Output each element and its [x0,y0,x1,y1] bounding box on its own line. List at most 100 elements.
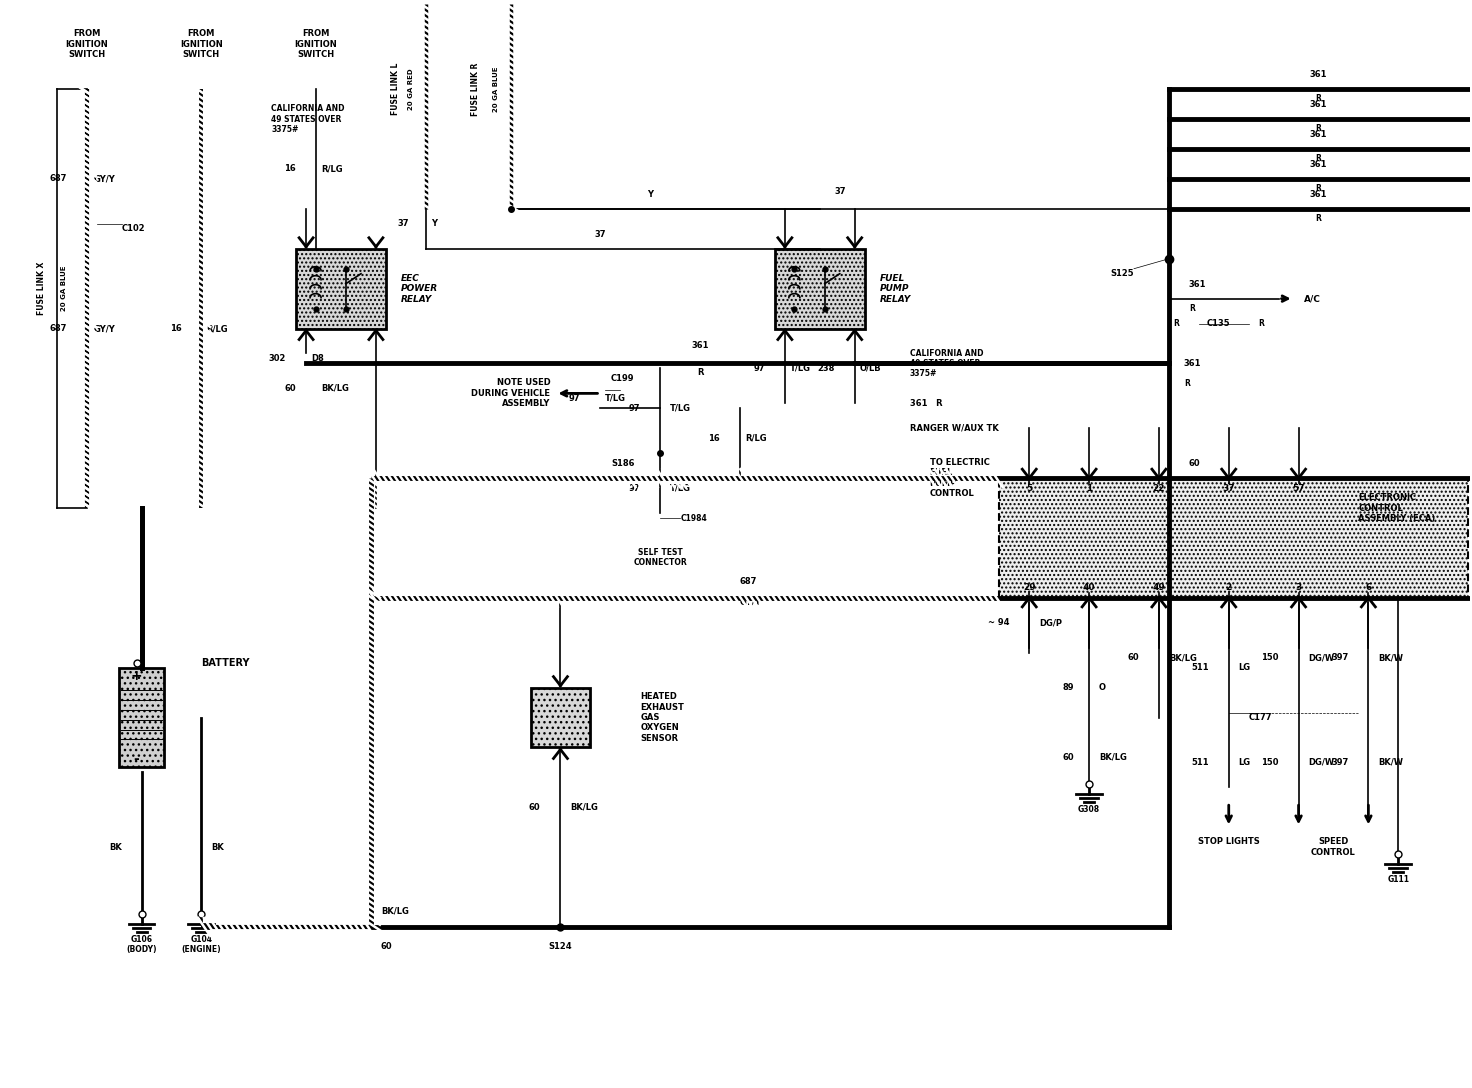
Text: RANGER W/AUX TK: RANGER W/AUX TK [910,424,998,433]
Text: 37: 37 [397,220,409,228]
Text: O: O [1100,683,1105,692]
Text: 397: 397 [1331,653,1348,663]
Text: C1984: C1984 [680,514,707,522]
Text: 6: 6 [1365,583,1372,592]
Text: 37: 37 [595,230,606,238]
Bar [999,478,1468,598]
Text: HEATED
EXHAUST
GAS
OXYGEN
SENSOR: HEATED EXHAUST GAS OXYGEN SENSOR [640,692,684,743]
Text: 361: 361 [692,342,710,350]
Text: 16: 16 [284,164,296,173]
Bar [119,668,163,767]
Text: R: R [1259,319,1264,329]
Text: C135: C135 [1207,319,1231,329]
Text: 20 GA BLUE: 20 GA BLUE [493,66,499,112]
Text: 687: 687 [740,577,758,586]
Text: BK/W: BK/W [1378,653,1403,663]
Text: SPEED
CONTROL: SPEED CONTROL [1312,838,1356,856]
Text: BK/LG: BK/LG [1169,653,1197,663]
Text: 97: 97 [629,404,640,412]
Text: 60: 60 [1128,653,1139,663]
Text: 60: 60 [1189,459,1201,468]
Text: 238: 238 [817,364,835,373]
Text: 150: 150 [1262,653,1279,663]
Text: C199: C199 [611,374,634,383]
Text: T/LG: T/LG [605,394,626,403]
Text: ~ 94: ~ 94 [988,618,1010,628]
Bar [530,688,590,747]
Text: FUSE LINK L: FUSE LINK L [392,63,400,115]
Text: G111: G111 [1387,875,1409,885]
Text: G104
(ENGINE): G104 (ENGINE) [181,935,221,954]
Text: Y: Y [431,220,437,228]
Text: 361   R: 361 R [910,399,942,408]
Text: 2: 2 [1226,583,1232,592]
Text: FUSE LINK R: FUSE LINK R [471,62,480,115]
Text: 29: 29 [1023,583,1036,592]
Text: BK/LG: BK/LG [1100,753,1128,762]
Text: TO ELECTRIC
FUEL
PUMP
CONTROL: TO ELECTRIC FUEL PUMP CONTROL [929,458,989,498]
Text: -: - [134,753,140,766]
Text: FROM
IGNITION
SWITCH: FROM IGNITION SWITCH [180,29,222,59]
Text: R: R [1316,154,1322,163]
Text: DG/W: DG/W [1309,653,1335,663]
Text: 511: 511 [1191,758,1209,767]
Text: BATTERY: BATTERY [202,658,250,668]
Text: S124: S124 [549,942,573,951]
Text: 16: 16 [169,324,181,333]
Text: 37: 37 [1222,484,1235,493]
Text: BK/LG: BK/LG [381,906,409,915]
Text: 302: 302 [269,354,286,363]
Text: 5: 5 [1026,484,1032,493]
Text: BK: BK [109,843,122,852]
Text: BK/W: BK/W [1378,758,1403,767]
Text: 361: 361 [1189,280,1207,288]
Text: 40: 40 [1083,583,1095,592]
Text: FROM
IGNITION
SWITCH: FROM IGNITION SWITCH [65,29,107,59]
Text: 37: 37 [835,187,845,196]
Text: R/LG: R/LG [321,164,343,173]
Text: ELECTRONIC
CONTROL
ASSEMBLY (ECA): ELECTRONIC CONTROL ASSEMBLY (ECA) [1359,493,1435,523]
Text: Y: Y [648,190,654,199]
Text: 89: 89 [1063,683,1075,692]
Text: R/LG: R/LG [206,324,228,333]
Text: R: R [1183,379,1189,388]
Text: 361: 361 [1310,100,1328,109]
Text: 97: 97 [629,484,640,493]
Text: SELF TEST
CONNECTOR: SELF TEST CONNECTOR [633,548,687,567]
Text: NOTE USED
DURING VEHICLE
ASSEMBLY: NOTE USED DURING VEHICLE ASSEMBLY [471,379,551,408]
Text: FUEL
PUMP
RELAY: FUEL PUMP RELAY [880,274,911,304]
Text: R: R [1316,184,1322,193]
Text: GY/Y: GY/Y [94,174,115,184]
Text: DG/W: DG/W [1309,758,1335,767]
Text: 361: 361 [1183,359,1201,368]
Text: 49: 49 [1153,583,1166,592]
Text: +: + [131,669,143,682]
Text: R: R [1316,124,1322,133]
Text: GY/Y: GY/Y [740,598,761,607]
Text: T/LG: T/LG [670,484,692,493]
Text: DG/P: DG/P [1039,618,1063,628]
Text: 20 GA RED: 20 GA RED [408,69,414,110]
Text: G106
(BODY): G106 (BODY) [127,935,158,954]
Text: 22: 22 [1153,484,1166,493]
Text: STOP LIGHTS: STOP LIGHTS [1198,838,1260,846]
Text: 687: 687 [50,174,66,184]
Text: 97: 97 [568,394,580,403]
Text: R: R [1189,304,1195,312]
Text: 57: 57 [1292,484,1304,493]
Text: FUSE LINK X: FUSE LINK X [37,262,46,316]
Text: R/LG: R/LG [745,434,767,443]
Text: 361: 361 [1310,190,1328,199]
Text: 97: 97 [754,364,765,373]
Text: 60: 60 [528,803,540,812]
Text: 60: 60 [1063,753,1075,762]
Text: C102: C102 [122,224,146,233]
Text: 511: 511 [1191,664,1209,672]
Text: 361: 361 [1310,131,1328,139]
Text: D8: D8 [311,354,324,363]
Text: BK/LG: BK/LG [571,803,598,812]
Bar [296,249,386,329]
Text: EEC
POWER
RELAY: EEC POWER RELAY [400,274,439,304]
Text: C177: C177 [1248,713,1272,722]
Text: 150: 150 [1262,758,1279,767]
